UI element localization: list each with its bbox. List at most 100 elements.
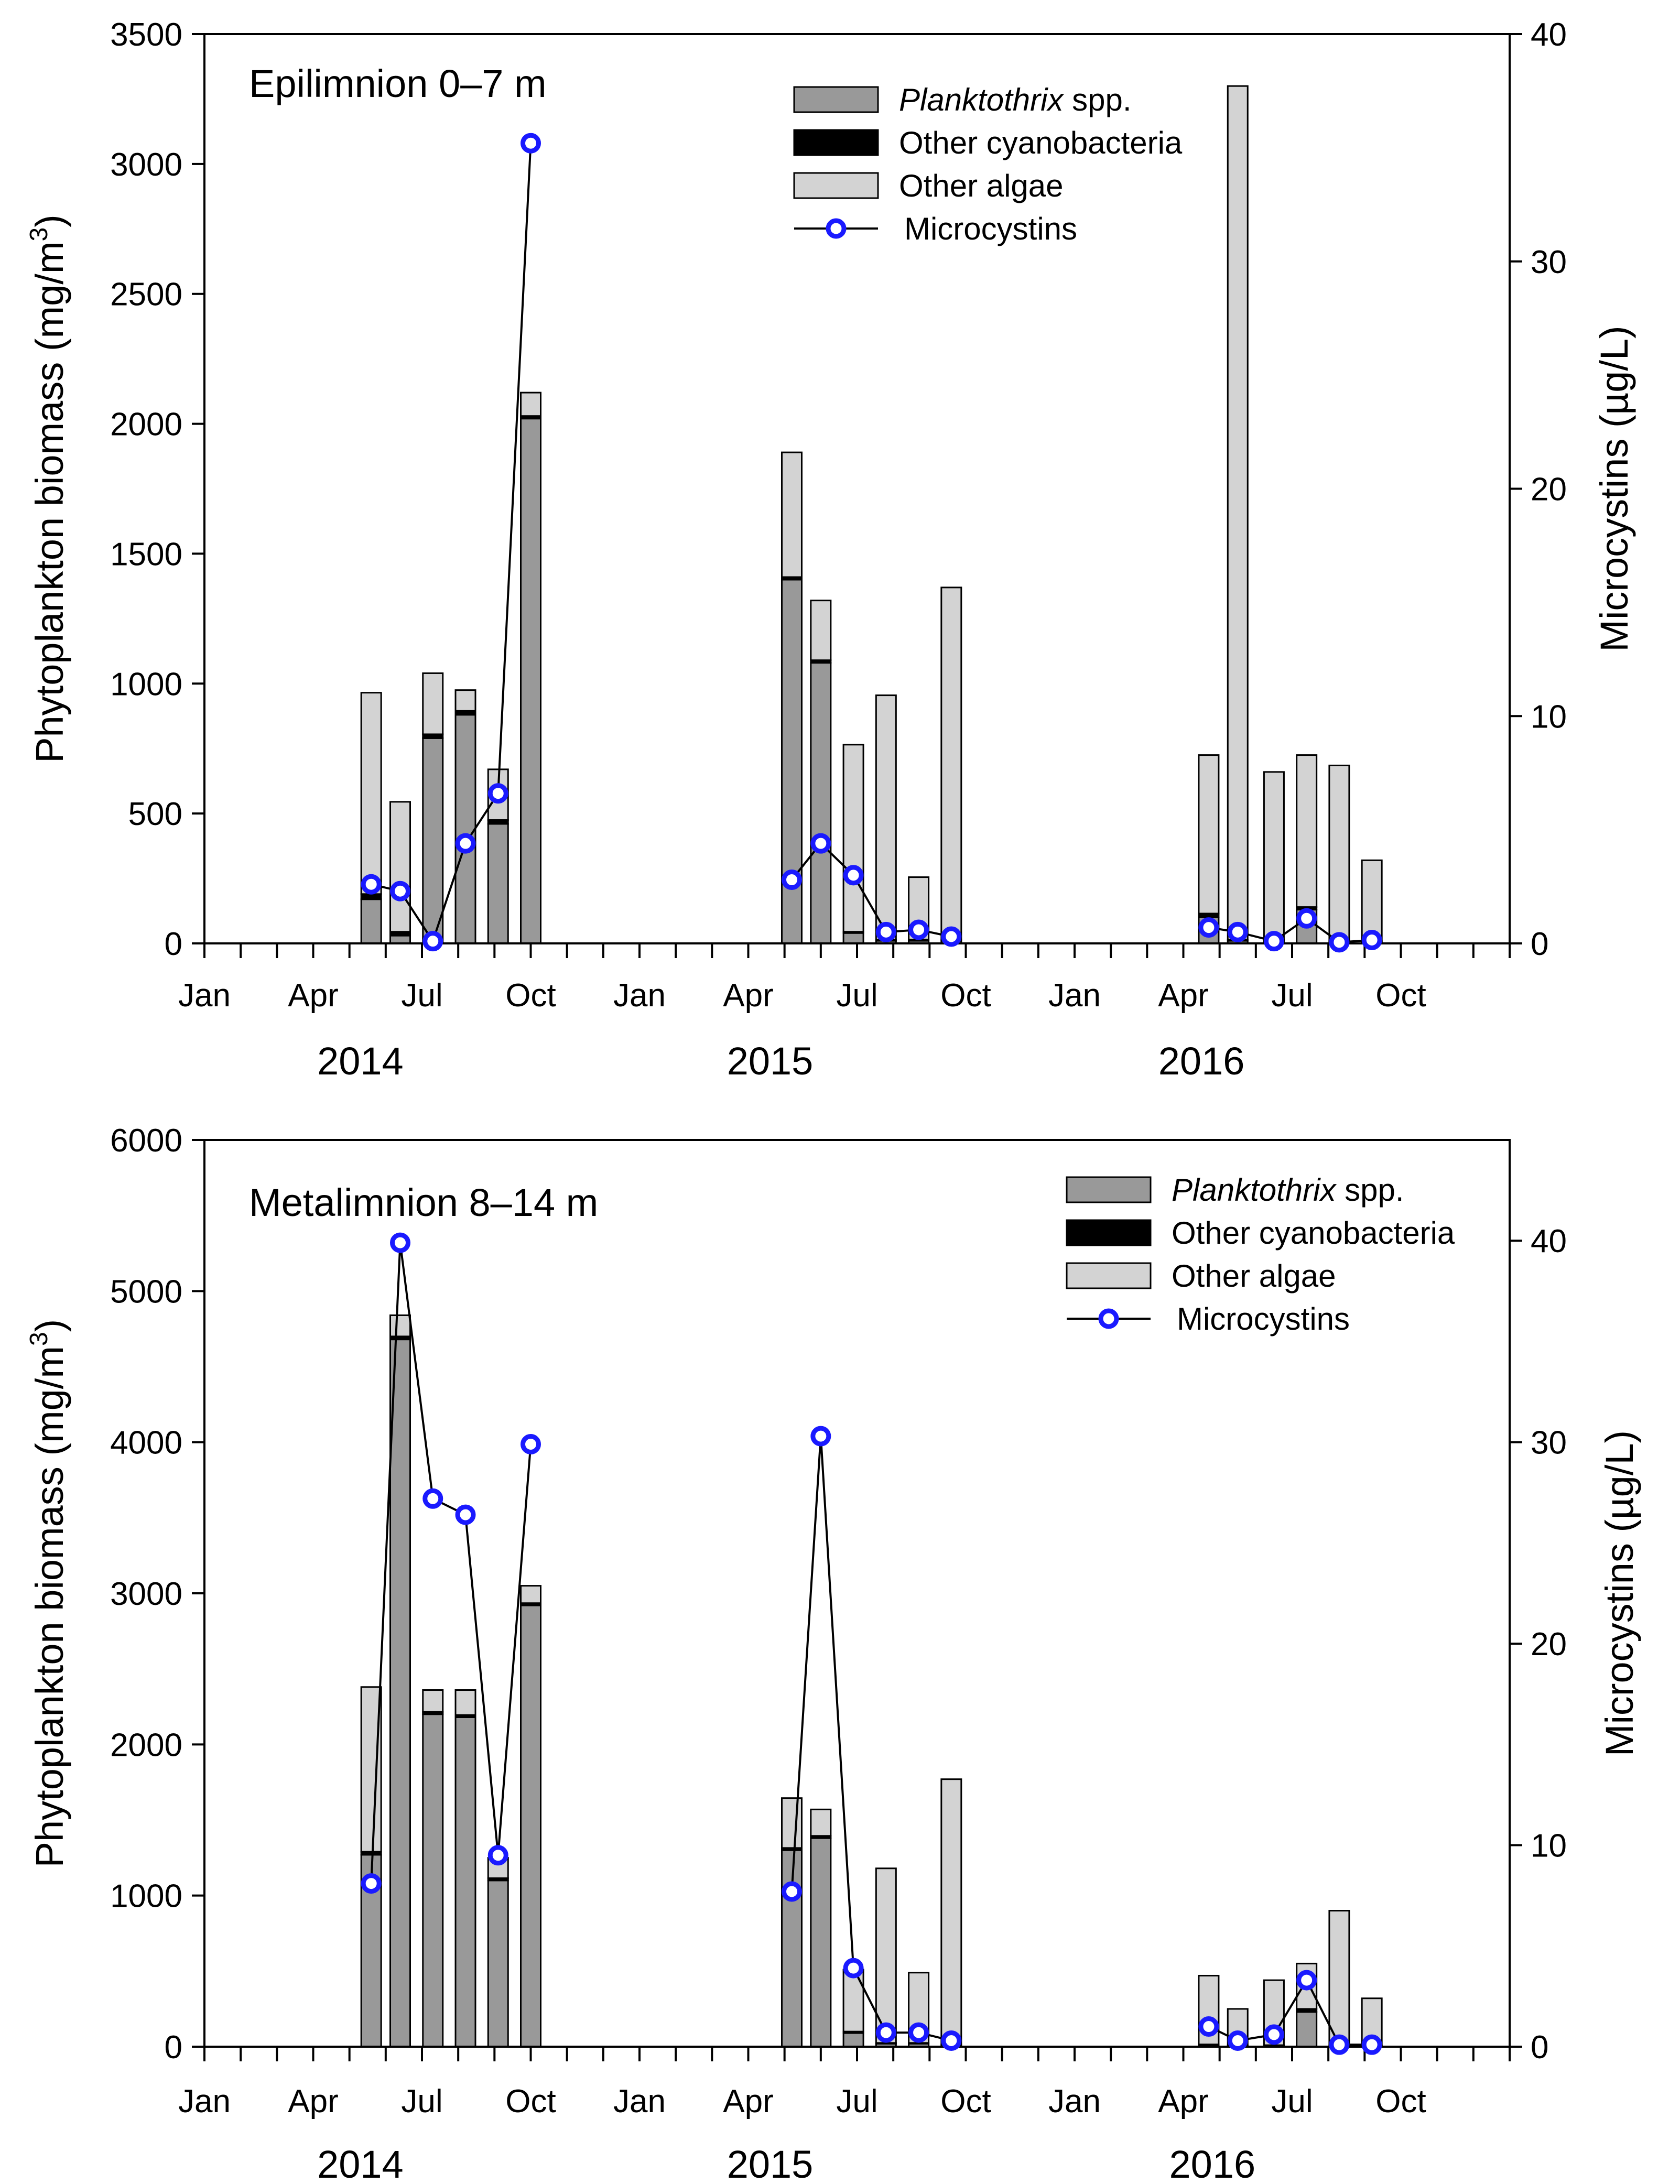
bar-planktothrix-2 [389, 935, 411, 944]
y2-axis-title: Microcystins (µg/L) [1598, 1430, 1641, 1756]
x-tick-label: Jul [1271, 977, 1313, 1014]
microcystins-point-2-1 [782, 870, 802, 890]
legend-swatch-other-algae [1066, 1262, 1152, 1289]
y-tick-label: 2000 [110, 1727, 182, 1763]
microcystins-point-3-3 [1263, 2024, 1284, 2045]
microcystins-point-3-5 [1329, 2034, 1350, 2055]
bar-other-algae-4 [454, 1689, 476, 1716]
legend-swatch-other-cyano [793, 129, 879, 156]
bar-other-algae-15 [1263, 771, 1285, 941]
bar-planktothrix-9 [842, 932, 864, 944]
y2-tick-label: 30 [1531, 244, 1567, 280]
microcystins-point-2-4 [875, 921, 896, 942]
microcystins-series [361, 133, 1382, 953]
microcystins-point-1-3 [422, 931, 443, 952]
y2-tick-label: 20 [1531, 472, 1567, 508]
microcystins-point-3-6 [1361, 929, 1382, 950]
year-label: 2016 [1158, 1039, 1245, 1083]
bar-other-algae-3 [422, 672, 444, 735]
microcystins-series [361, 1232, 1382, 2055]
bar-other-algae-7 [781, 1797, 803, 1849]
bar-planktothrix-4 [454, 1716, 476, 2048]
bar-planktothrix-8 [810, 1837, 832, 2048]
microcystins-point-1-4 [455, 833, 476, 854]
x-tick-label: Jul [836, 977, 877, 1014]
bar-other-algae-14 [1227, 85, 1249, 941]
y2-tick-label: 0 [1531, 926, 1548, 962]
microcystins-point-3-1 [1198, 2016, 1219, 2037]
microcystins-point-1-5 [487, 1845, 508, 1866]
legend-marker-microcystins [826, 218, 847, 239]
microcystins-point-3-5 [1329, 932, 1350, 953]
x-tick-label: Oct [940, 2083, 991, 2120]
bar-other-algae-16 [1296, 754, 1318, 908]
x-tick-label: Oct [505, 2083, 556, 2120]
x-tick-label: Oct [1375, 977, 1426, 1014]
y-tick-label: 2000 [110, 407, 182, 443]
microcystins-point-3-2 [1227, 921, 1248, 942]
y-tick-label: 1500 [110, 536, 182, 572]
y-axis-title: Phytoplankton biomass (mg/m3) [25, 214, 71, 763]
legend: Planktothrix spp. Other cyanobacteria Othe… [1066, 1172, 1455, 1337]
bar-other-algae-3 [422, 1689, 444, 1713]
y2-tick-label: 10 [1531, 699, 1567, 735]
microcystins-point-1-6 [521, 1434, 541, 1455]
microcystins-point-1-2 [390, 1232, 410, 1253]
panel-title: Metalimnion 8–14 m [249, 1181, 598, 1224]
microcystins-point-2-5 [908, 2022, 929, 2043]
x-tick-label: Jan [178, 2083, 231, 2120]
bar-other-algae-2 [389, 801, 411, 933]
legend-swatch-other-algae [793, 172, 879, 199]
y2-axis-title: Microcystins (µg/L) [1592, 325, 1636, 651]
y2-tick-label: 40 [1531, 17, 1567, 53]
x-tick-label: Jul [836, 2083, 877, 2120]
year-label: 2015 [727, 1039, 814, 1083]
legend-swatch-planktothrix [793, 86, 879, 113]
bar-planktothrix-9 [842, 2032, 864, 2048]
y-tick-label: 4000 [110, 1425, 182, 1461]
legend-label-other-algae: Other algae [899, 168, 1064, 203]
bar-other-algae-9 [842, 744, 864, 933]
bar-planktothrix-5 [487, 1879, 509, 2048]
legend-label-microcystins: Microcystins [904, 211, 1077, 246]
x-tick-label: Apr [1158, 2083, 1208, 2120]
y-tick-label: 2500 [110, 277, 182, 313]
y-axis-title: Phytoplankton biomass (mg/m3) [25, 1319, 71, 1868]
microcystins-line-1 [370, 1242, 532, 1884]
microcystins-point-2-3 [843, 1958, 864, 1979]
year-label: 2014 [317, 1039, 404, 1083]
microcystins-point-1-6 [521, 133, 541, 154]
legend-label-microcystins: Microcystins [1177, 1301, 1350, 1337]
microcystins-point-3-1 [1198, 917, 1219, 938]
x-tick-label: Oct [940, 977, 991, 1014]
bar-other-algae-17 [1328, 1910, 1350, 2046]
panel-title: Epilimnion 0–7 m [249, 62, 547, 105]
bars [360, 85, 1383, 944]
microcystins-point-1-3 [422, 1488, 443, 1509]
x-tick-label: Apr [1158, 977, 1208, 1014]
legend-label-other-algae: Other algae [1172, 1258, 1336, 1294]
y-tick-label: 1000 [110, 666, 182, 702]
microcystins-point-3-4 [1296, 1970, 1317, 1991]
x-tick-label: Jul [401, 977, 442, 1014]
microcystins-point-1-2 [390, 881, 410, 901]
x-tick-label: Jan [1048, 977, 1101, 1014]
bar-other-algae-17 [1328, 764, 1350, 942]
bar-other-algae-10 [875, 1867, 897, 2044]
bar-planktothrix-2 [389, 1339, 411, 2048]
bar-planktothrix-8 [810, 662, 832, 944]
legend: Planktothrix spp. Other cyanobacteria Othe… [793, 82, 1183, 246]
bar-other-algae-4 [454, 689, 476, 712]
bar-other-algae-13 [1198, 754, 1220, 915]
y-tick-label: 3500 [110, 17, 182, 53]
y-tick-label: 3000 [110, 147, 182, 183]
year-label: 2015 [727, 2143, 814, 2184]
y2-tick-label: 40 [1531, 1223, 1567, 1259]
bar-other-algae-10 [875, 694, 897, 941]
y2-tick-label: 20 [1531, 1626, 1567, 1663]
microcystins-point-3-4 [1296, 908, 1317, 929]
x-tick-label: Jan [613, 977, 666, 1014]
y-tick-label: 5000 [110, 1274, 182, 1310]
microcystins-point-2-6 [941, 2030, 962, 2051]
x-tick-label: Apr [288, 2083, 338, 2120]
